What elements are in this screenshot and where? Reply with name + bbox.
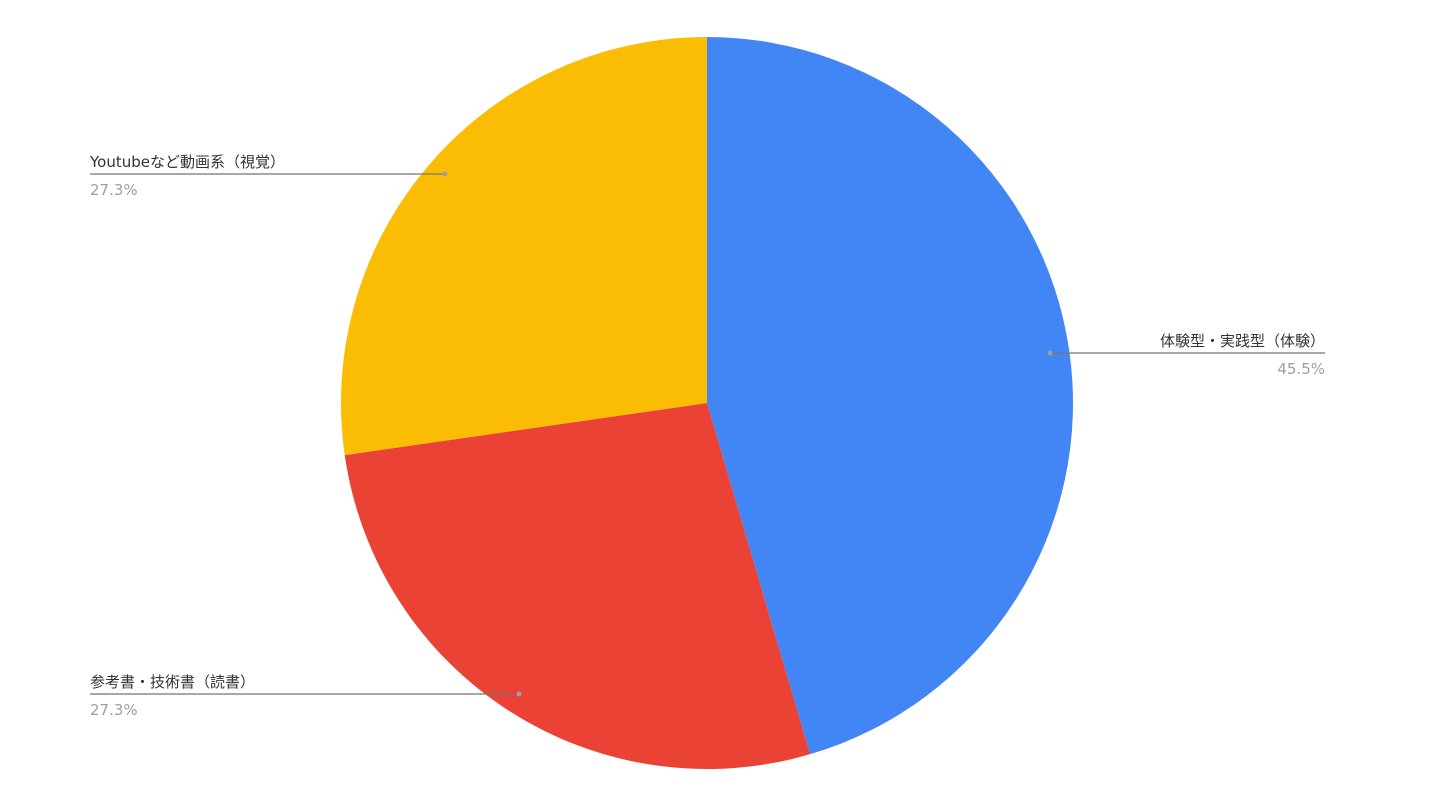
slice-percentage: 45.5%	[1277, 360, 1325, 378]
pie-slice	[707, 37, 1073, 755]
slice-percentage: 27.3%	[90, 181, 138, 199]
slice-label: 参考書・技術書（読書）	[90, 673, 255, 691]
pie-slice	[341, 37, 707, 456]
leader-dot	[1047, 350, 1053, 356]
leader-dot	[442, 171, 448, 177]
pie-slice	[344, 403, 811, 769]
slice-label: Youtubeなど動画系（視覚）	[89, 153, 285, 171]
leader-dot	[516, 691, 522, 697]
slice-percentage: 27.3%	[90, 701, 138, 719]
slice-label: 体験型・実践型（体験）	[1160, 332, 1325, 350]
